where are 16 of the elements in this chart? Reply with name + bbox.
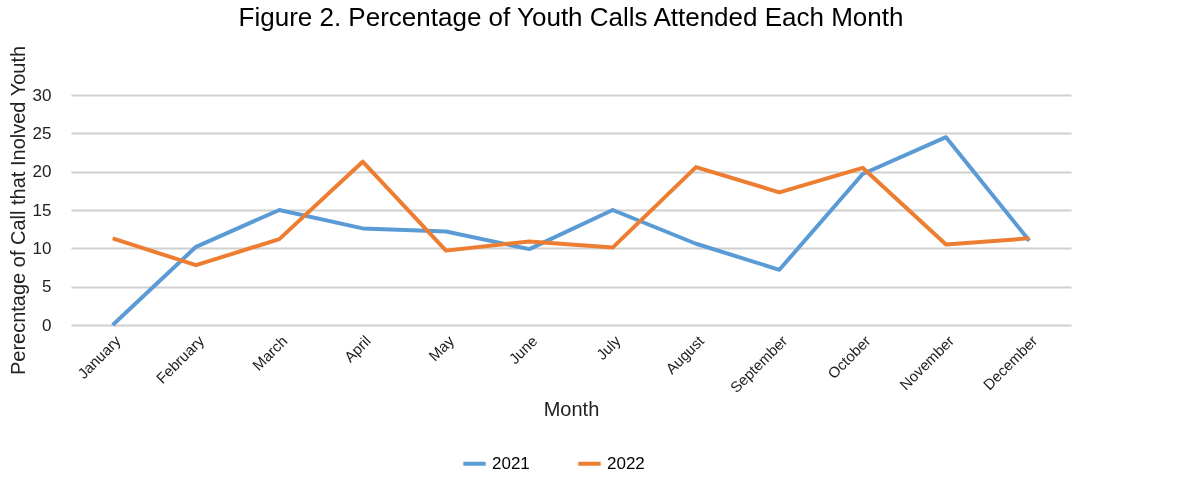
line-series xyxy=(110,159,1032,268)
y-tick-label: 30 xyxy=(32,85,52,105)
y-tick-label: 5 xyxy=(42,277,52,297)
y-tick-label: 10 xyxy=(32,238,52,258)
legend-label: 2021 xyxy=(492,453,530,473)
x-tick-label: May xyxy=(425,331,458,365)
y-tick-label: 20 xyxy=(32,162,52,182)
chart-title: Figure 2. Percentage of Youth Calls Attended Each Month xyxy=(238,2,904,33)
x-axis-title: Month xyxy=(543,397,600,420)
legend-label: 2022 xyxy=(607,453,645,473)
y-tick-label: 15 xyxy=(32,200,52,220)
x-tick-label: July xyxy=(592,331,625,363)
y-axis-title: Perecntage of Call that Inolved Youth xyxy=(6,45,29,376)
line-series xyxy=(110,135,1032,327)
y-tick-label: 25 xyxy=(32,123,52,143)
y-tick-label: 0 xyxy=(42,315,52,335)
